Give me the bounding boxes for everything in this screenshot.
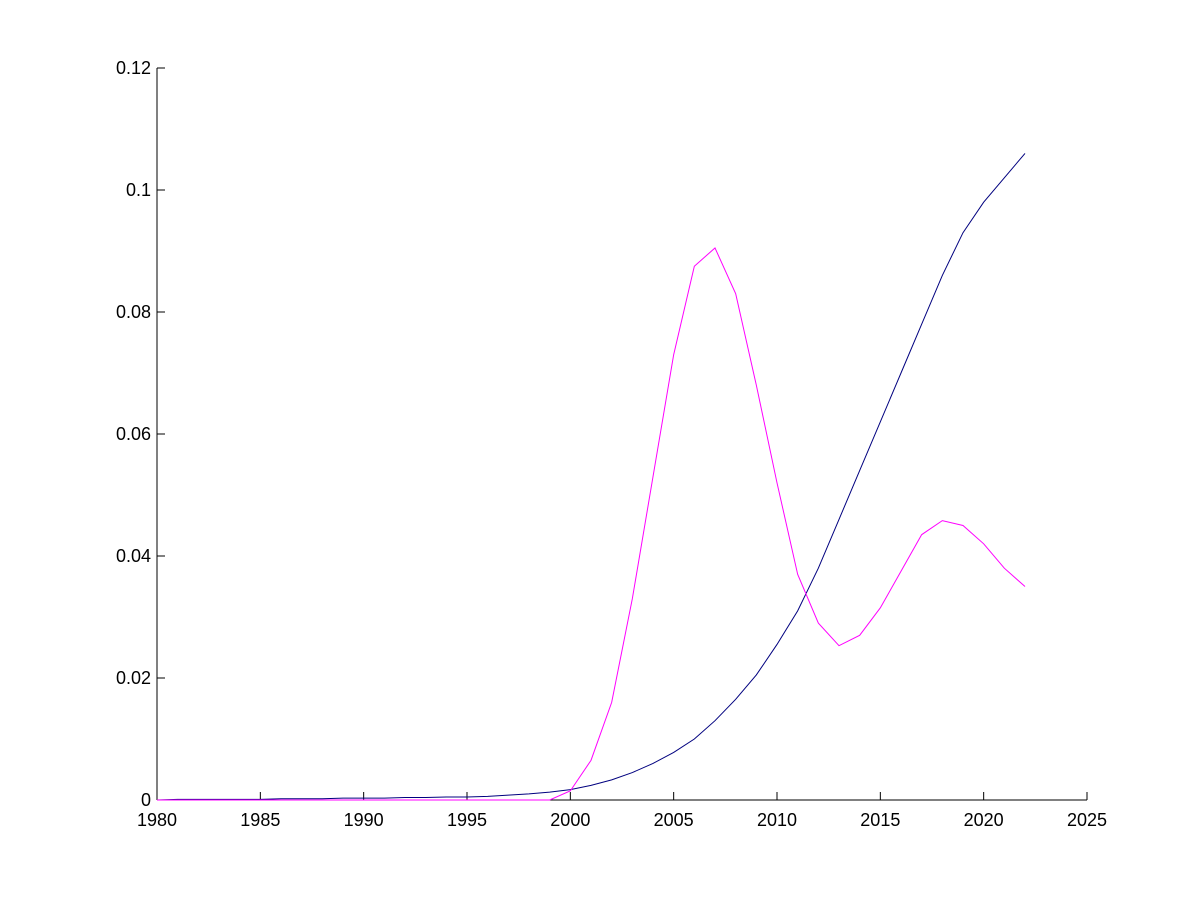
y-tick-label: 0.08 (116, 302, 151, 322)
x-tick-label: 2020 (964, 810, 1004, 830)
y-tick-label: 0.1 (126, 180, 151, 200)
x-tick-label: 1985 (240, 810, 280, 830)
y-tick-label: 0 (141, 790, 151, 810)
x-tick-label: 2010 (757, 810, 797, 830)
x-tick-label: 1995 (447, 810, 487, 830)
x-tick-label: 1990 (344, 810, 384, 830)
x-tick-label: 1980 (137, 810, 177, 830)
y-tick-label: 0.04 (116, 546, 151, 566)
series-line (157, 247, 1026, 801)
x-tick-label: 2015 (860, 810, 900, 830)
y-tick-label: 0.02 (116, 668, 151, 688)
series-line (156, 153, 1026, 801)
y-tick-label: 0.12 (116, 58, 151, 78)
y-tick-label: 0.06 (116, 424, 151, 444)
x-tick-label: 2000 (550, 810, 590, 830)
x-tick-label: 2025 (1067, 810, 1107, 830)
x-tick-label: 2005 (654, 810, 694, 830)
